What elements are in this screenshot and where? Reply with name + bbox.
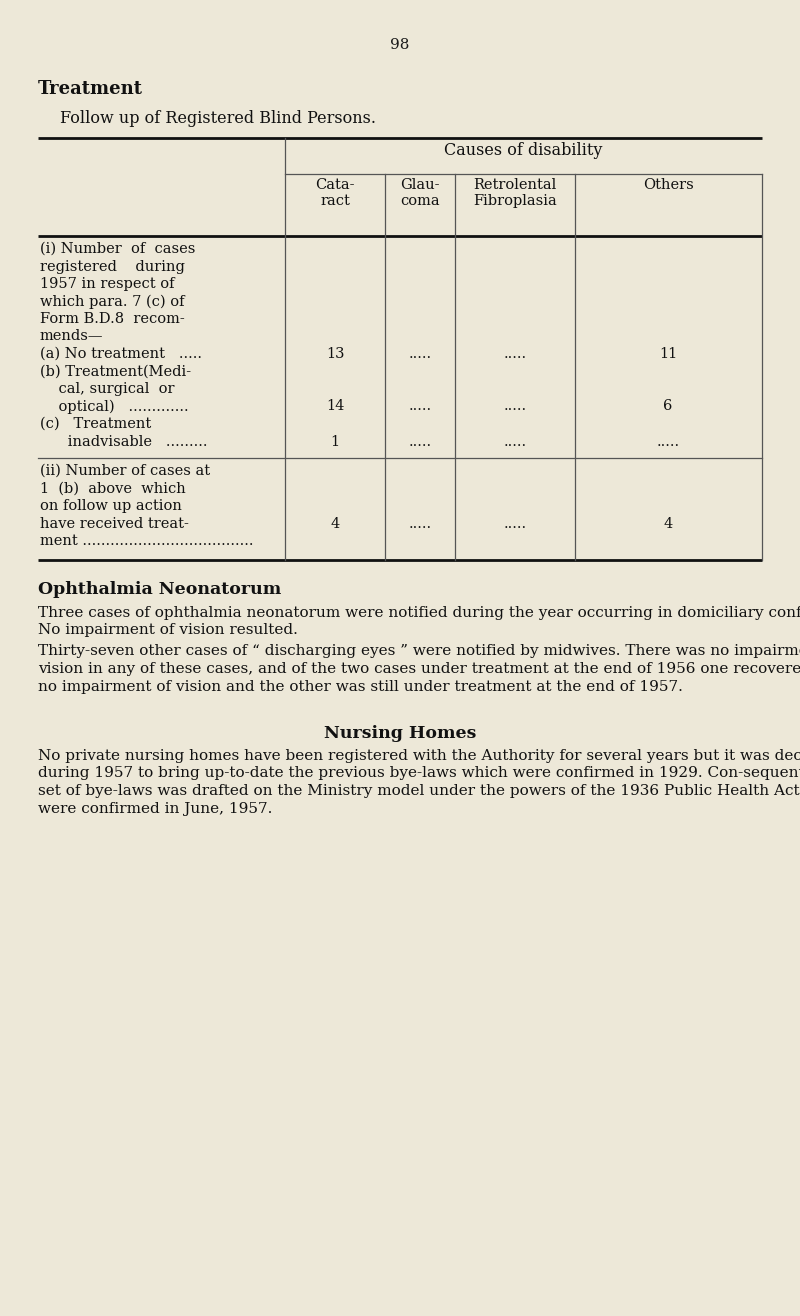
Text: were confirmed in June, 1957.: were confirmed in June, 1957. xyxy=(38,801,272,816)
Text: 4: 4 xyxy=(330,516,340,530)
Text: inadvisable   .........: inadvisable ......... xyxy=(40,434,207,449)
Text: (i) Number  of  cases: (i) Number of cases xyxy=(40,242,195,257)
Text: optical)   .............: optical) ............. xyxy=(40,400,189,415)
Text: Causes of disability: Causes of disability xyxy=(444,142,602,159)
Text: no impairment of vision and the other was still under treatment at the end of 19: no impairment of vision and the other wa… xyxy=(38,679,683,694)
Text: ment .....................................: ment ...................................… xyxy=(40,534,254,547)
Text: .....: ..... xyxy=(409,347,431,361)
Text: No private nursing homes have been registered with the Authority for several yea: No private nursing homes have been regis… xyxy=(38,749,800,763)
Text: 98: 98 xyxy=(390,38,410,53)
Text: Follow up of Registered Blind Persons.: Follow up of Registered Blind Persons. xyxy=(60,111,376,128)
Text: 4: 4 xyxy=(663,516,673,530)
Text: Nursing Homes: Nursing Homes xyxy=(324,725,476,742)
Text: Thirty-seven other cases of “ discharging eyes ” were notified by midwives. Ther: Thirty-seven other cases of “ dischargin… xyxy=(38,645,800,658)
Text: which para. 7 (c) of: which para. 7 (c) of xyxy=(40,295,185,309)
Text: Glau-
coma: Glau- coma xyxy=(400,178,440,208)
Text: Treatment: Treatment xyxy=(38,80,143,97)
Text: Others: Others xyxy=(642,178,694,192)
Text: .....: ..... xyxy=(409,516,431,530)
Text: (a) No treatment   .....: (a) No treatment ..... xyxy=(40,347,202,361)
Text: 14: 14 xyxy=(326,400,344,413)
Text: registered    during: registered during xyxy=(40,259,185,274)
Text: 1957 in respect of: 1957 in respect of xyxy=(40,276,174,291)
Text: 6: 6 xyxy=(663,400,673,413)
Text: (ii) Number of cases at: (ii) Number of cases at xyxy=(40,465,210,478)
Text: No impairment of vision resulted.: No impairment of vision resulted. xyxy=(38,622,298,637)
Text: on follow up action: on follow up action xyxy=(40,499,182,513)
Text: mends—: mends— xyxy=(40,329,103,343)
Text: .....: ..... xyxy=(503,400,526,413)
Text: (b) Treatment(Medi-: (b) Treatment(Medi- xyxy=(40,365,191,379)
Text: .....: ..... xyxy=(503,347,526,361)
Text: 13: 13 xyxy=(326,347,344,361)
Text: .....: ..... xyxy=(657,434,679,449)
Text: Ophthalmia Neonatorum: Ophthalmia Neonatorum xyxy=(38,582,282,599)
Text: .....: ..... xyxy=(409,400,431,413)
Text: cal, surgical  or: cal, surgical or xyxy=(40,382,174,396)
Text: 1  (b)  above  which: 1 (b) above which xyxy=(40,482,186,496)
Text: .....: ..... xyxy=(503,434,526,449)
Text: Form B.D.8  recom-: Form B.D.8 recom- xyxy=(40,312,185,326)
Text: .....: ..... xyxy=(503,516,526,530)
Text: 1: 1 xyxy=(330,434,339,449)
Text: .....: ..... xyxy=(409,434,431,449)
Text: (c)   Treatment: (c) Treatment xyxy=(40,417,151,432)
Text: Cata-
ract: Cata- ract xyxy=(315,178,354,208)
Text: Retrolental
Fibroplasia: Retrolental Fibroplasia xyxy=(473,178,557,208)
Text: have received treat-: have received treat- xyxy=(40,516,189,530)
Text: during 1957 to bring up-to-date the previous bye-laws which were confirmed in 19: during 1957 to bring up-to-date the prev… xyxy=(38,766,800,780)
Text: set of bye-laws was drafted on the Ministry model under the powers of the 1936 P: set of bye-laws was drafted on the Minis… xyxy=(38,784,800,797)
Text: vision in any of these cases, and of the two cases under treatment at the end of: vision in any of these cases, and of the… xyxy=(38,662,800,676)
Text: Three cases of ophthalmia neonatorum were notified during the year occurring in : Three cases of ophthalmia neonatorum wer… xyxy=(38,605,800,620)
Text: 11: 11 xyxy=(659,347,677,361)
